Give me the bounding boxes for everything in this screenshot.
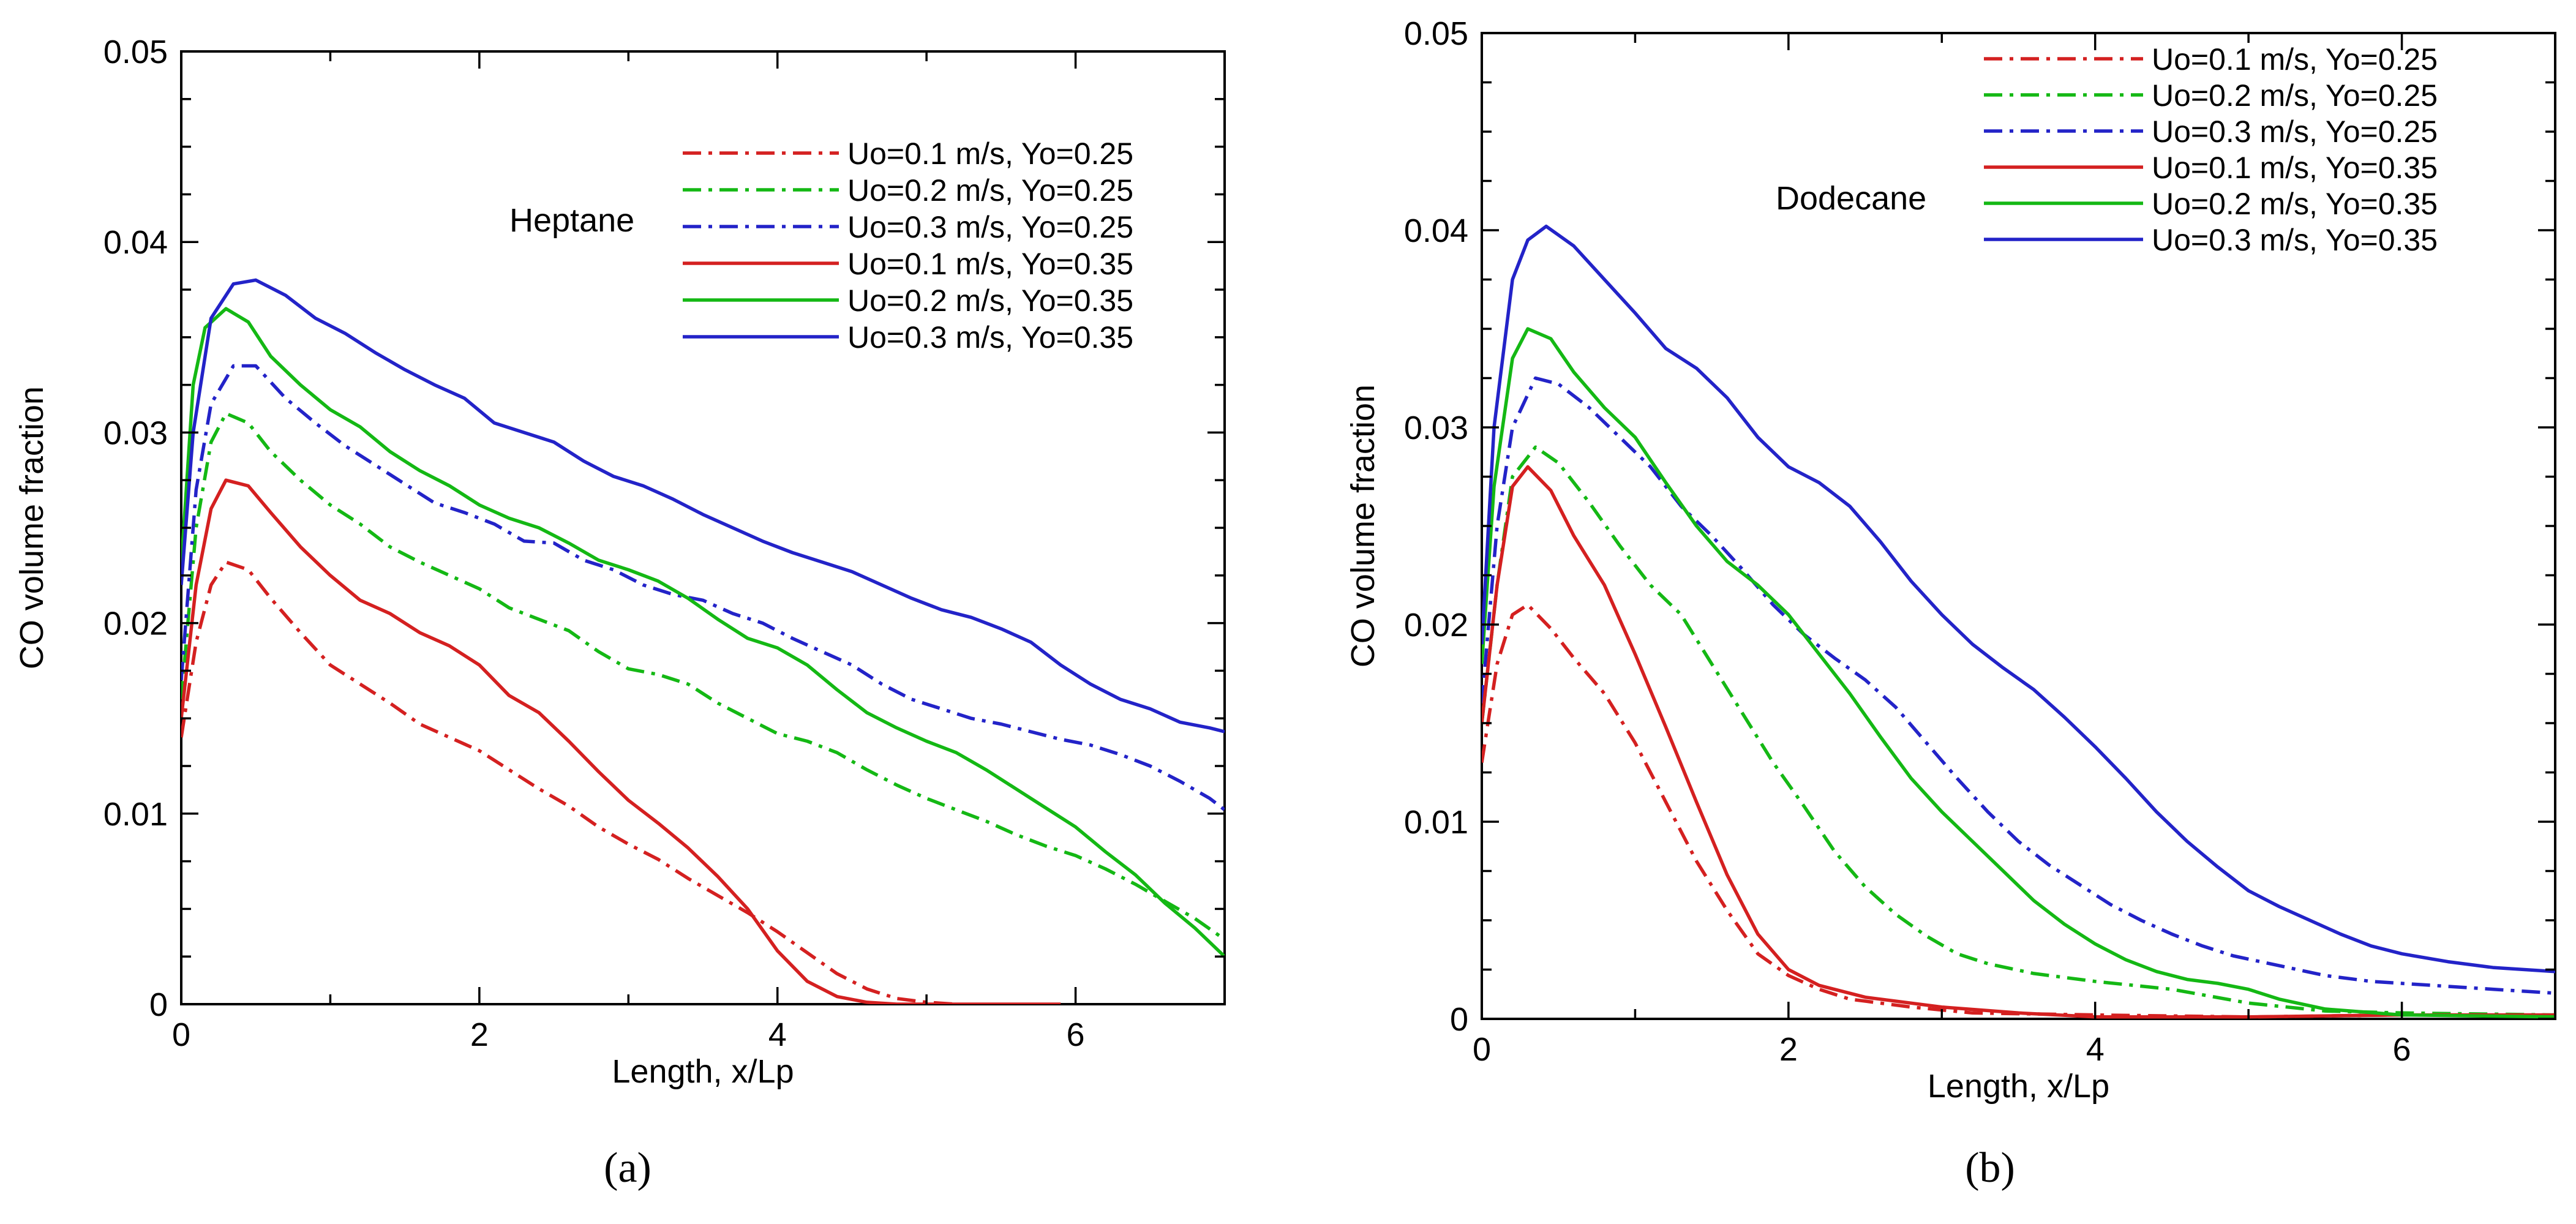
legend-label: Uo=0.3 m/s, Yo=0.35 xyxy=(2152,223,2438,257)
series-line-4 xyxy=(181,478,1061,1004)
series-line-6 xyxy=(181,278,1225,734)
legend-label: Uo=0.3 m/s, Yo=0.25 xyxy=(847,210,1133,244)
series-line-6 xyxy=(1482,224,2555,974)
legend-label: Uo=0.2 m/s, Yo=0.25 xyxy=(847,173,1133,208)
y-tick-label: 0.03 xyxy=(103,415,168,451)
y-tick-label: 0.04 xyxy=(1404,212,1468,249)
y-tick-label: 0.02 xyxy=(1404,607,1468,644)
chart-panel-a: 0 2 4 6 0 0.01 0.02 0.03 0.04 0.05 Length, x/Lp CO … xyxy=(13,34,1226,1192)
x-tick-label: 6 xyxy=(1067,1016,1085,1053)
x-tick-label: 0 xyxy=(172,1016,190,1053)
x-tick-label: 2 xyxy=(470,1016,489,1053)
fuel-annotation: Dodecane xyxy=(1776,180,1926,217)
y-axis-label: CO volume fraction xyxy=(13,386,50,669)
y-tick-label: 0.01 xyxy=(103,796,168,833)
fuel-annotation: Heptane xyxy=(509,202,634,239)
series-line-1 xyxy=(1482,603,2555,1019)
series-line-2 xyxy=(181,411,1225,941)
legend-label: Uo=0.3 m/s, Yo=0.25 xyxy=(2152,115,2438,149)
series-line-3 xyxy=(1482,376,2555,995)
series-group xyxy=(1482,224,2555,1019)
series-line-5 xyxy=(1482,327,2555,1019)
y-tick-label: 0 xyxy=(149,986,168,1023)
y-tick-label: 0.02 xyxy=(103,606,168,642)
chart-panel-b: 0 2 4 6 0 0.01 0.02 0.03 0.04 0.05 Length, x/Lp CO … xyxy=(1345,15,2556,1192)
panel-label: (b) xyxy=(1965,1144,2015,1192)
x-tick-label: 0 xyxy=(1473,1031,1491,1068)
series-line-4 xyxy=(1482,465,2555,1019)
panel-label: (a) xyxy=(604,1144,652,1192)
x-tick-label: 6 xyxy=(2393,1031,2411,1068)
series-line-1 xyxy=(181,560,956,1004)
legend-label: Uo=0.1 m/s, Yo=0.25 xyxy=(2152,42,2438,77)
series-line-3 xyxy=(181,364,1225,811)
legend-label: Uo=0.3 m/s, Yo=0.35 xyxy=(847,320,1133,355)
legend-label: Uo=0.2 m/s, Yo=0.35 xyxy=(847,283,1133,318)
y-tick-label: 0 xyxy=(1450,1001,1468,1038)
x-axis-label: Length, x/Lp xyxy=(1928,1068,2109,1105)
legend-label: Uo=0.1 m/s, Yo=0.35 xyxy=(847,247,1133,281)
y-tick-label: 0.03 xyxy=(1404,410,1468,446)
series-group xyxy=(181,278,1225,1004)
series-line-5 xyxy=(181,307,1225,958)
x-tick-label: 2 xyxy=(1779,1031,1798,1068)
y-tick-label: 0.05 xyxy=(103,34,168,70)
series-line-2 xyxy=(1482,445,2555,1017)
y-tick-label: 0.05 xyxy=(1404,15,1468,52)
legend-label: Uo=0.2 m/s, Yo=0.25 xyxy=(2152,78,2438,113)
x-tick-label: 4 xyxy=(768,1016,787,1053)
y-tick-label: 0.04 xyxy=(103,224,168,261)
legend-label: Uo=0.1 m/s, Yo=0.35 xyxy=(2152,151,2438,185)
y-axis-label: CO volume fraction xyxy=(1345,385,1381,667)
x-tick-label: 4 xyxy=(2086,1031,2105,1068)
y-tick-label: 0.01 xyxy=(1404,804,1468,841)
legend-label: Uo=0.2 m/s, Yo=0.35 xyxy=(2152,187,2438,221)
x-axis-label: Length, x/Lp xyxy=(612,1053,794,1090)
legend-label: Uo=0.1 m/s, Yo=0.25 xyxy=(847,137,1133,171)
